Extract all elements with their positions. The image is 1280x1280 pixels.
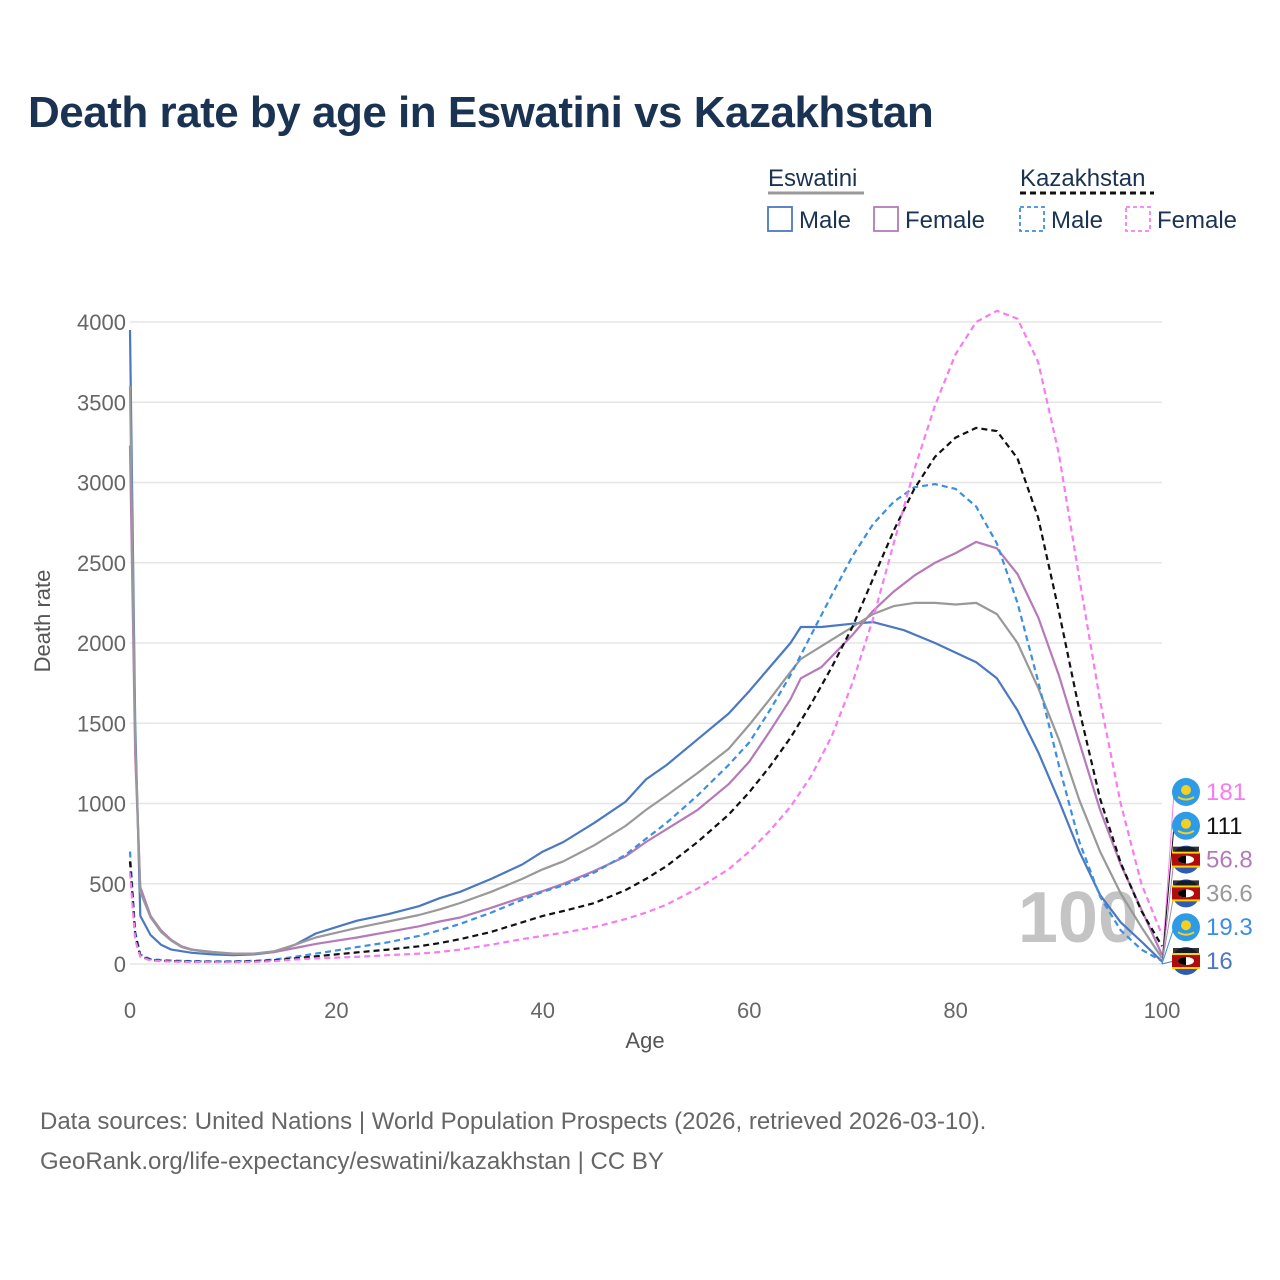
legend-entry-label: Male	[799, 207, 851, 234]
kazakhstan-flag-icon	[1172, 778, 1200, 806]
y-tick-label: 1500	[77, 711, 126, 736]
legend: Eswatini Male Female Kazakhstan Male Female	[767, 165, 1237, 234]
legend-entry-label: Male	[1051, 207, 1103, 234]
y-tick-label: 1000	[77, 792, 126, 817]
y-tick-label: 4000	[77, 310, 126, 335]
end-label-leader	[1161, 825, 1175, 965]
y-tick-label: 3000	[77, 471, 126, 496]
series-line-kazakhstan-female	[128, 309, 1164, 964]
footer-attribution[interactable]: GeoRank.org/life-expectancy/eswatini/kaz…	[40, 1148, 664, 1175]
legend-entry-label: Female	[905, 207, 985, 234]
legend-group-eswatini: Eswatini	[768, 165, 857, 192]
y-axis-label: Death rate	[30, 570, 55, 673]
x-tick-label: 60	[737, 998, 761, 1023]
series-line-eswatini-total	[128, 386, 1163, 959]
end-label-kazakhstan-male: 19.3	[1206, 914, 1253, 941]
chart-title: Death rate by age in Eswatini vs Kazakhs…	[28, 88, 934, 137]
legend-swatch-eswatini-male	[767, 206, 793, 232]
end-label-eswatini-female: 56.8	[1206, 847, 1253, 874]
x-tick-label: 80	[943, 998, 967, 1023]
x-axis-label: Age	[625, 1028, 664, 1053]
eswatini-flag-icon	[1172, 947, 1200, 975]
y-tick-label: 3500	[77, 390, 126, 415]
end-label-layer: 181 111 56.8 36.6 19.3 16	[1161, 778, 1253, 975]
eswatini-flag-icon	[1172, 845, 1200, 874]
legend-swatch-kazakhstan-male	[1019, 206, 1045, 232]
legend-swatch-kazakhstan-female	[1125, 206, 1151, 232]
x-tick-label: 20	[324, 998, 348, 1023]
eswatini-flag-icon	[1172, 879, 1200, 908]
end-label-eswatini-total: 36.6	[1206, 880, 1253, 907]
end-label-kazakhstan-female: 181	[1206, 779, 1246, 806]
legend-entry-label: Female	[1157, 207, 1237, 234]
series-line-eswatini-male	[128, 329, 1163, 963]
end-label-kazakhstan-total: 111	[1206, 813, 1242, 840]
kazakhstan-flag-icon	[1172, 913, 1200, 942]
y-tick-label: 0	[114, 952, 126, 977]
end-label-leader	[1161, 859, 1175, 965]
end-label-eswatini-male: 16	[1206, 948, 1233, 975]
axis-layer: 0 500 1000 1500 2000 2500 3000 3500 4000 0 20 40 60 8…	[77, 310, 1180, 1023]
y-tick-label: 2000	[77, 631, 126, 656]
legend-group-kazakhstan: Kazakhstan	[1020, 165, 1145, 192]
x-tick-label: 100	[1144, 998, 1181, 1023]
x-tick-label: 0	[124, 998, 136, 1023]
end-label-leader	[1161, 927, 1175, 965]
y-tick-label: 500	[89, 872, 126, 897]
footer-sources: Data sources: United Nations | World Pop…	[40, 1108, 987, 1135]
series-layer	[128, 309, 1164, 964]
legend-swatch-eswatini-female	[873, 206, 899, 232]
end-label-leader	[1161, 893, 1175, 965]
kazakhstan-flag-icon	[1172, 811, 1200, 840]
y-tick-label: 2500	[77, 551, 126, 576]
grid-layer	[130, 321, 1162, 965]
x-tick-label: 40	[531, 998, 555, 1023]
